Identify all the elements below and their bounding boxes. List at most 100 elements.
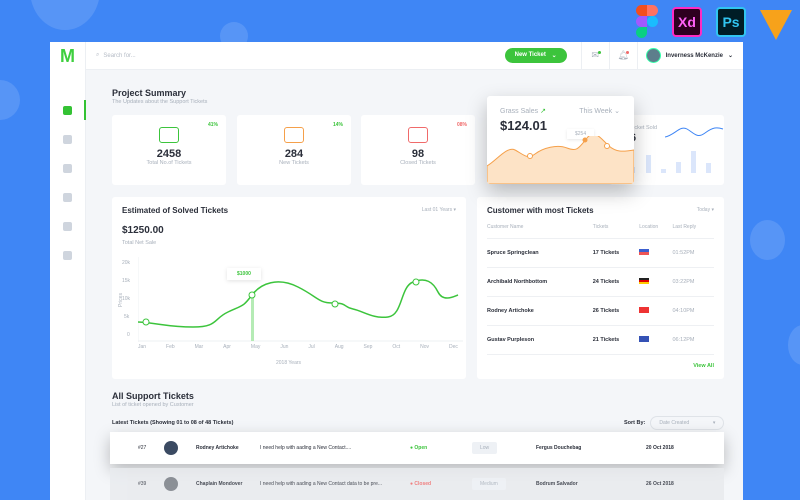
y-tick: 10k bbox=[122, 296, 131, 302]
avatar bbox=[164, 441, 178, 455]
stat-card-new: 14% 284 New Tickets bbox=[237, 115, 351, 185]
sidebar-item-home[interactable] bbox=[50, 96, 86, 125]
bg-circle bbox=[30, 0, 100, 30]
chart-icon bbox=[63, 251, 72, 260]
gross-sales-card: Grass Sales ↗ This Week ⌄ $124.01 $254 bbox=[487, 96, 634, 184]
table-row[interactable]: Archibald Northbottom 24 Tickets 03:22PM bbox=[487, 267, 714, 297]
stat-percent: 14% bbox=[332, 122, 343, 128]
card-title: Customer with most Tickets bbox=[487, 206, 594, 215]
priority-badge: Medium bbox=[472, 478, 506, 490]
user-icon bbox=[63, 164, 72, 173]
period-dropdown[interactable]: Last 01 Years ▾ bbox=[421, 207, 456, 213]
line-sparkline bbox=[665, 127, 724, 138]
mail-icon: ✉ bbox=[591, 50, 599, 60]
user-menu[interactable]: Inverness McKenzie ⌄ bbox=[636, 42, 733, 70]
sidebar-item-reports[interactable] bbox=[50, 241, 85, 270]
table-row[interactable]: Gustav Purpleson 21 Tickets 06:12PM bbox=[487, 325, 714, 355]
ticket-icon bbox=[284, 127, 304, 143]
status-badge: ● Open bbox=[410, 445, 428, 451]
notification-button[interactable]: 🔔︎ bbox=[608, 42, 637, 70]
xd-icon: Xd bbox=[672, 7, 702, 37]
period-dropdown[interactable]: Today ▾ bbox=[696, 207, 714, 213]
y-tick: 20k bbox=[122, 260, 131, 266]
ps-icon: Ps bbox=[716, 7, 746, 37]
total-value: $1250.00 bbox=[122, 225, 164, 236]
stat-value: 2458 bbox=[156, 148, 182, 160]
table-row[interactable]: Rodney Artichoke 26 Tickets 04:10PM bbox=[487, 296, 714, 326]
section-subtitle: List of ticket opened by Customer bbox=[112, 402, 194, 408]
area-chart bbox=[487, 136, 634, 184]
priority-badge: Low bbox=[472, 442, 498, 454]
stat-value: 284 bbox=[284, 148, 304, 160]
sidebar-item-users[interactable] bbox=[50, 154, 85, 183]
section-title: All Support Tickets bbox=[112, 391, 194, 401]
card-title: Grass Sales ↗ bbox=[500, 108, 546, 115]
mail-button[interactable]: ✉ bbox=[580, 42, 609, 70]
flag-cn-icon bbox=[639, 307, 650, 313]
line-chart bbox=[138, 257, 463, 342]
stat-percent: 08% bbox=[456, 122, 467, 128]
stat-card-closed: 08% 98 Closed Tickets bbox=[361, 115, 475, 185]
sort-label: Sort By: bbox=[624, 420, 646, 426]
figma-icon bbox=[636, 5, 658, 39]
table-row[interactable]: Spruce Springclean 17 Tickets 01:52PM bbox=[487, 238, 714, 268]
sort-dropdown[interactable]: Date Created ▾ bbox=[650, 416, 725, 430]
search-input[interactable]: ⌕ Search for... bbox=[96, 52, 136, 59]
tool-logos: Xd Ps bbox=[636, 4, 792, 40]
total-label: Total Net Sale bbox=[122, 240, 157, 246]
customers-card: Customer with most Tickets Today ▾ Custo… bbox=[477, 197, 724, 379]
top-bar: ⌕ Search for... New Ticket ⌄ ✉ 🔔︎ Invernes… bbox=[86, 42, 743, 70]
y-tick: 0 bbox=[127, 332, 130, 338]
stat-label: New Tickets bbox=[279, 160, 309, 166]
page-title: Project Summary bbox=[112, 88, 187, 98]
card-title: Estimated of Solved Tickets bbox=[122, 206, 229, 215]
app-logo: M bbox=[60, 45, 75, 66]
home-icon bbox=[63, 106, 72, 115]
x-axis: Jan Feb Mar Apr May Jun Jul Aug Sep Oct Nov Dec bbox=[138, 344, 458, 350]
sidebar: M bbox=[50, 42, 86, 500]
bell-icon: 🔔︎ bbox=[617, 50, 629, 60]
avatar bbox=[645, 48, 661, 63]
y-tick: 15k bbox=[122, 278, 131, 284]
gross-value: $124.01 bbox=[500, 118, 547, 133]
share-icon bbox=[63, 193, 72, 202]
stat-label: Total No.of Tickets bbox=[146, 160, 192, 166]
chevron-down-icon: ⌄ bbox=[551, 53, 557, 59]
bg-circle bbox=[750, 220, 785, 260]
stat-percent: 41% bbox=[207, 122, 218, 128]
chart-tooltip: $254 bbox=[567, 129, 595, 139]
trend-up-icon: ↗ bbox=[540, 108, 546, 115]
status-badge: ● Closed bbox=[410, 481, 432, 487]
bg-circle bbox=[0, 80, 20, 120]
table-row[interactable]: #39 Chaplain Mondover I need help with a… bbox=[110, 468, 724, 500]
period-dropdown[interactable]: This Week ⌄ bbox=[579, 108, 620, 115]
flag-au-icon bbox=[639, 336, 650, 342]
flag-us-icon bbox=[639, 249, 650, 255]
y-axis-label: Prices bbox=[117, 293, 124, 307]
y-tick: 5k bbox=[124, 314, 130, 320]
sidebar-item-share[interactable] bbox=[50, 183, 85, 212]
ticket-icon bbox=[63, 135, 72, 144]
ticket-icon bbox=[159, 127, 179, 143]
avatar bbox=[164, 477, 178, 491]
bar-sparkline bbox=[630, 151, 711, 173]
x-axis-label: 2018 Years bbox=[276, 360, 302, 366]
customers-table: Customer Name Tickets Location Last Reply S… bbox=[487, 218, 714, 355]
flag-de-icon bbox=[639, 278, 650, 284]
chart-tooltip: $1000 bbox=[227, 268, 261, 280]
sketch-icon bbox=[760, 10, 792, 40]
search-icon: ⌕ bbox=[96, 52, 100, 58]
chat-icon bbox=[63, 222, 72, 231]
closed-ticket-icon bbox=[408, 127, 428, 143]
sidebar-item-tickets[interactable] bbox=[50, 125, 85, 154]
bg-circle bbox=[788, 325, 800, 365]
new-ticket-button[interactable]: New Ticket ⌄ bbox=[504, 48, 567, 63]
stat-label: Closed Tickets bbox=[400, 160, 436, 166]
solved-tickets-card: Estimated of Solved Tickets Last 01 Year… bbox=[112, 197, 466, 379]
card-title: Ticket Sold bbox=[630, 125, 658, 131]
page-subtitle: The Updates about the Support Tickets bbox=[112, 99, 208, 105]
view-all-link[interactable]: View All bbox=[693, 363, 714, 369]
table-row[interactable]: #27 Rodney Artichoke I need help with aa… bbox=[110, 432, 724, 464]
tickets-count: Latest Tickets (Showing 01 to 08 of 48 T… bbox=[112, 420, 234, 426]
sidebar-item-messages[interactable] bbox=[50, 212, 85, 241]
